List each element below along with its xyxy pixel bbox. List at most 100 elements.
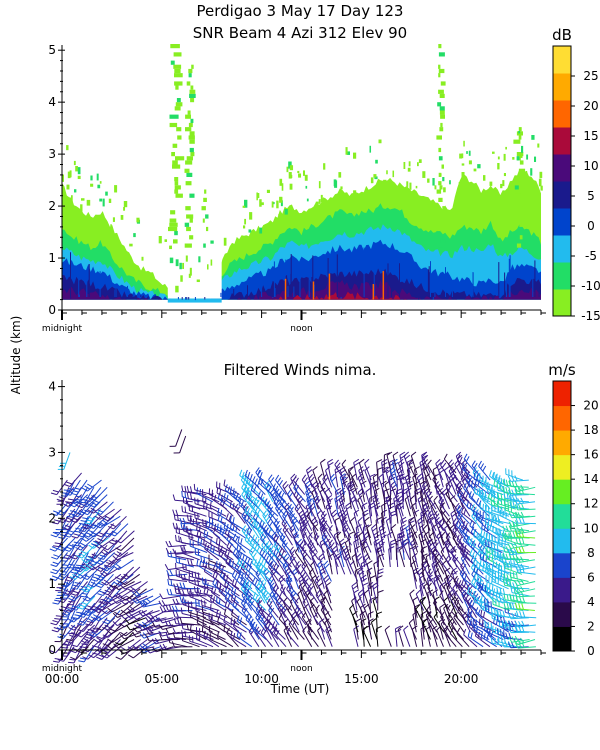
marker-label: noon bbox=[290, 664, 312, 674]
wind-barb bbox=[438, 496, 450, 517]
snr-speckle bbox=[434, 185, 437, 190]
wind-barb bbox=[202, 489, 220, 503]
wind-barb bbox=[508, 520, 530, 528]
snr-plume-cell bbox=[173, 52, 182, 57]
wind-barb bbox=[101, 559, 122, 572]
wind-barb bbox=[322, 474, 333, 495]
colorbar-unit: dB bbox=[552, 26, 572, 44]
wind-barb bbox=[102, 610, 121, 625]
wind-barb bbox=[327, 458, 334, 481]
wind-barb bbox=[373, 487, 380, 510]
snr-speckle bbox=[409, 182, 412, 190]
wind-barb bbox=[216, 596, 233, 611]
wind-barb bbox=[508, 494, 529, 503]
wind-barb bbox=[268, 561, 280, 582]
snr-speckle bbox=[77, 175, 81, 180]
snr-speckle bbox=[338, 172, 342, 178]
snr-speckle bbox=[123, 207, 126, 211]
snr-speckle bbox=[497, 163, 500, 170]
wind-barb bbox=[396, 466, 405, 488]
wind-barb bbox=[328, 524, 339, 546]
wind-barb bbox=[341, 459, 352, 481]
snr-plume-cell bbox=[186, 226, 191, 232]
wind-barb bbox=[282, 481, 292, 503]
snr-speckle bbox=[188, 273, 191, 278]
snr-speckle bbox=[534, 156, 537, 162]
wind-barb bbox=[317, 560, 325, 582]
wind-barb bbox=[159, 633, 180, 641]
wind-barb bbox=[182, 547, 200, 561]
wind-barb bbox=[208, 488, 226, 503]
snr-speckle bbox=[66, 145, 69, 151]
snr-speckle bbox=[537, 143, 540, 148]
snr-speckle bbox=[73, 160, 76, 166]
wind-barb bbox=[409, 517, 418, 539]
snr-plume-cell bbox=[176, 98, 181, 103]
snr-speckle bbox=[169, 245, 172, 250]
y-tick-label: 0 bbox=[48, 303, 56, 317]
wind-barb bbox=[398, 545, 405, 568]
colorbar-segment bbox=[553, 262, 571, 290]
wind-barb bbox=[101, 573, 122, 586]
colorbar-segment bbox=[553, 181, 571, 209]
snr-plume-cell bbox=[189, 131, 195, 136]
snr-speckle bbox=[323, 163, 326, 170]
colorbar-tick-label: 0 bbox=[587, 219, 595, 233]
y-tick-label: 4 bbox=[48, 380, 56, 394]
wind-barb bbox=[120, 566, 141, 580]
wind-barb bbox=[120, 588, 141, 601]
snr-plume-cell bbox=[520, 206, 523, 211]
wind-barb bbox=[434, 481, 444, 503]
wind-barb bbox=[57, 646, 75, 662]
snr-plume-cell bbox=[186, 81, 191, 86]
snr-speckle bbox=[458, 182, 461, 187]
colorbar-tick-label: 8 bbox=[587, 546, 595, 560]
wind-barb bbox=[76, 595, 96, 610]
snr-speckle bbox=[538, 178, 542, 187]
snr-plume-cell bbox=[190, 152, 195, 157]
wind-barb bbox=[229, 559, 246, 575]
wind-barb bbox=[456, 627, 470, 648]
wind-barb bbox=[85, 610, 102, 626]
wind-barb bbox=[307, 583, 319, 604]
wind-barb bbox=[445, 554, 457, 575]
wind-barb bbox=[81, 566, 101, 581]
snr-speckle bbox=[459, 153, 463, 159]
snr-plume-cell bbox=[185, 160, 193, 165]
time-axis-label: Time (UT) bbox=[270, 682, 330, 696]
snr-speckle bbox=[271, 201, 274, 208]
wind-barb bbox=[513, 578, 536, 587]
colorbar-segment bbox=[553, 626, 571, 652]
snr-plume-cell bbox=[438, 68, 445, 74]
colorbar-segment bbox=[553, 430, 571, 456]
colorbar-tick-label: -10 bbox=[581, 279, 600, 293]
snr-speckle bbox=[477, 164, 481, 169]
snr-plume-cell bbox=[174, 81, 183, 86]
wind-barb bbox=[95, 552, 115, 566]
wind-barb bbox=[63, 537, 82, 552]
wind-barb bbox=[475, 607, 490, 626]
wind-barb bbox=[446, 575, 457, 597]
wind-barb bbox=[422, 618, 431, 640]
snr-speckle bbox=[406, 181, 409, 187]
y-tick-label: 3 bbox=[48, 445, 56, 459]
wind-barb bbox=[202, 619, 220, 633]
wind-barb bbox=[289, 553, 300, 575]
wind-barb bbox=[461, 571, 477, 590]
snr-plume-cell bbox=[186, 172, 193, 177]
snr-plume-cell bbox=[439, 218, 445, 223]
wind-barb bbox=[189, 635, 208, 648]
wind-barb bbox=[172, 598, 194, 605]
wind-barb bbox=[216, 560, 234, 575]
wind-barb bbox=[74, 552, 89, 570]
wind-barb bbox=[426, 604, 437, 626]
snr-speckle bbox=[518, 131, 521, 134]
snr-plume-cell bbox=[170, 44, 180, 49]
wind-barb bbox=[471, 460, 484, 481]
snr-plume-cell bbox=[437, 243, 443, 248]
wind-barb bbox=[426, 488, 437, 510]
snr-plume-cell bbox=[514, 181, 521, 186]
wind-barb bbox=[323, 574, 332, 597]
wind-barb bbox=[331, 509, 339, 531]
snr-speckle bbox=[266, 189, 270, 194]
